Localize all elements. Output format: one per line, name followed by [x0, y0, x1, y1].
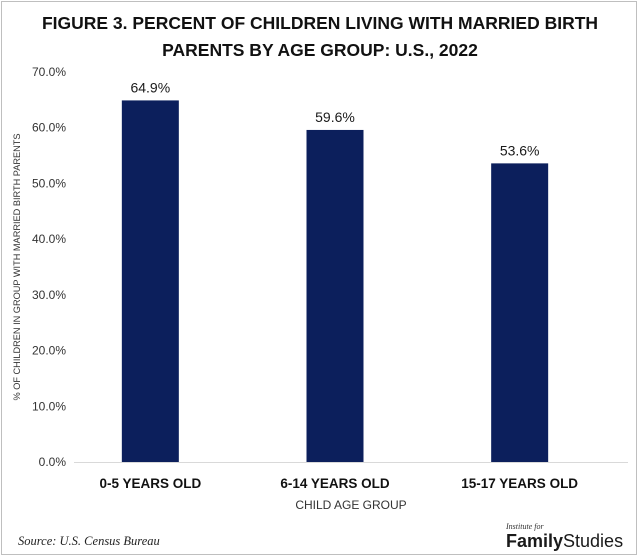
logo-wordmark: FamilyStudies: [506, 531, 626, 551]
chart-title-line-2: PARENTS BY AGE GROUP: U.S., 2022: [162, 40, 478, 60]
x-tick-label: 15-17 YEARS OLD: [461, 476, 578, 491]
y-axis-title: % OF CHILDREN IN GROUP WITH MARRIED BIRT…: [12, 134, 22, 401]
ifs-logo: Institute for FamilyStudies: [506, 522, 626, 551]
logo-studies: Studies: [563, 531, 624, 551]
y-tick-label: 40.0%: [32, 232, 66, 246]
logo-institute-for: Institute for: [506, 522, 544, 531]
bar: [491, 163, 549, 462]
bar: [306, 129, 364, 462]
chart-title: FIGURE 3. PERCENT OF CHILDREN LIVING WIT…: [0, 10, 640, 64]
x-tick-label: 6-14 YEARS OLD: [280, 476, 390, 491]
y-tick-label: 10.0%: [32, 399, 66, 413]
logo-family: Family: [506, 531, 564, 551]
data-label: 59.6%: [315, 109, 355, 125]
bar: [121, 100, 179, 463]
source-note: Source: U.S. Census Bureau: [18, 534, 160, 548]
y-tick-label: 70.0%: [32, 65, 66, 79]
y-tick-label: 0.0%: [39, 455, 67, 469]
x-axis-title: CHILD AGE GROUP: [295, 498, 406, 512]
x-tick-label: 0-5 YEARS OLD: [99, 476, 201, 491]
data-label: 64.9%: [130, 79, 170, 95]
data-label: 53.6%: [500, 142, 540, 158]
y-tick-label: 50.0%: [32, 176, 66, 190]
y-tick-label: 60.0%: [32, 121, 66, 135]
chart-title-line-1: FIGURE 3. PERCENT OF CHILDREN LIVING WIT…: [41, 13, 599, 33]
y-tick-label: 30.0%: [32, 288, 66, 302]
y-tick-label: 20.0%: [32, 344, 66, 358]
